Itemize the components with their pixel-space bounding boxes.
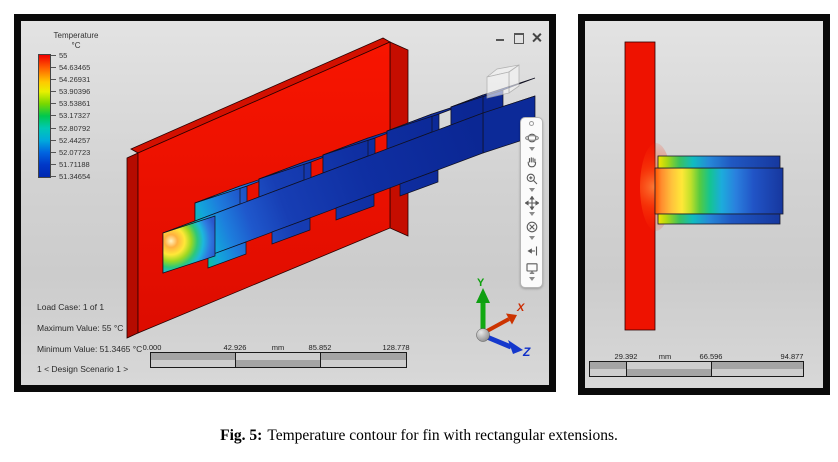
temperature-colorbar — [38, 54, 51, 178]
caret-down-icon[interactable] — [528, 236, 535, 240]
ruler-segment — [236, 360, 321, 367]
legend-tick: 53.17327 — [51, 111, 90, 120]
right-viewport: 29.392 mm 66.596 94.877 — [585, 21, 823, 388]
temperature-legend: Temperature °C 55 54.63465 54.26931 53.9… — [33, 31, 119, 181]
orbit-icon — [524, 133, 539, 142]
zoom-tool-button[interactable] — [522, 170, 541, 187]
fin-root-hotspot — [162, 215, 216, 274]
design-scenario-label: 1 < Design Scenario 1 > — [37, 364, 129, 374]
caret-down-icon[interactable] — [528, 212, 535, 216]
fin-side-body — [654, 155, 784, 225]
monitor-icon — [525, 262, 538, 274]
move-tool-button[interactable] — [522, 194, 541, 211]
close-icon[interactable] — [531, 32, 541, 42]
minimum-value-label: Minimum Value: 51.3465 °C — [37, 344, 143, 354]
figure-caption-number: Fig. 5: — [220, 427, 263, 444]
legend-tick: 54.26931 — [51, 75, 90, 84]
legend-tick-labels: 55 54.63465 54.26931 53.90396 53.53861 5… — [51, 51, 90, 181]
legend-tick: 53.53861 — [51, 99, 90, 108]
zoom-plus-icon — [526, 173, 537, 184]
ruler-segment — [590, 362, 627, 369]
caret-down-icon[interactable] — [528, 188, 535, 192]
ruler-segment — [151, 353, 236, 360]
window-controls — [495, 32, 541, 44]
legend-tick: 52.44257 — [51, 136, 90, 145]
ruler-label: 29.392 — [614, 352, 638, 361]
coordinate-triad: Y X Z — [476, 277, 531, 357]
ruler-label: 42.926 — [223, 343, 247, 352]
ruler-label: 0.000 — [142, 343, 162, 352]
z-axis-label: Z — [522, 345, 531, 357]
ruler-segment — [321, 353, 406, 360]
ruler-segment — [151, 360, 236, 367]
legend-tick: 54.63465 — [51, 63, 90, 72]
fin-body — [162, 77, 536, 274]
ruler-unit-label: mm — [658, 352, 672, 361]
figure-caption: Fig. 5: Temperature contour for fin with … — [0, 427, 838, 445]
move-arrows-icon — [524, 195, 539, 210]
legend-tick: 52.07723 — [51, 148, 90, 157]
fin-side-scene — [624, 41, 784, 331]
legend-title: Temperature — [53, 31, 99, 40]
left-viewport-panel: Temperature °C 55 54.63465 54.26931 53.9… — [14, 14, 556, 392]
ruler-label: 66.596 — [699, 352, 723, 361]
zoom-extents-tool-button[interactable] — [522, 218, 541, 235]
legend-tick: 52.80792 — [51, 124, 90, 133]
maximum-value-label: Maximum Value: 55 °C — [37, 323, 124, 333]
ruler-label: 128.778 — [382, 343, 410, 352]
caret-down-icon[interactable] — [528, 277, 535, 281]
legend-tick: 53.90396 — [51, 87, 90, 96]
orbit-tool-button[interactable] — [522, 129, 541, 146]
legend-tick: 51.71188 — [51, 160, 90, 169]
figure-caption-text: Temperature contour for fin with rectang… — [267, 427, 618, 444]
fit-view-tool-button[interactable] — [522, 242, 541, 259]
ruler-label: 85.852 — [308, 343, 332, 352]
fit-arrow-icon — [526, 246, 537, 255]
pan-tool-button[interactable] — [522, 153, 541, 170]
fin-3d-scene — [126, 37, 536, 339]
minimize-icon[interactable] — [495, 32, 505, 42]
legend-tick: 51.34654 — [51, 172, 90, 181]
view-cube[interactable] — [477, 55, 523, 103]
ruler-segment — [712, 362, 803, 369]
view-toolbar — [520, 117, 543, 288]
circle-x-icon — [526, 221, 537, 232]
left-viewport: Temperature °C 55 54.63465 54.26931 53.9… — [21, 21, 549, 385]
display-settings-tool-button[interactable] — [522, 259, 541, 276]
legend-tick: 55 — [51, 51, 90, 60]
ruler-unit-label: mm — [271, 343, 285, 352]
ruler-segment — [236, 353, 321, 360]
ruler-segment — [590, 369, 627, 376]
ruler-segment — [712, 369, 803, 376]
toolbar-grip[interactable] — [529, 121, 534, 126]
scale-ruler: 0.000 42.926 mm 85.852 128.778 — [143, 343, 410, 368]
y-axis-label: Y — [477, 277, 485, 289]
pan-hand-icon — [527, 156, 536, 167]
restore-window-icon[interactable] — [513, 32, 524, 44]
ruler-segment — [627, 362, 712, 369]
ruler-segment — [321, 360, 406, 367]
legend-unit: °C — [71, 41, 81, 50]
x-axis-label: X — [516, 302, 525, 314]
ruler-segment — [627, 369, 712, 376]
right-viewport-panel: 29.392 mm 66.596 94.877 — [578, 14, 830, 395]
caret-down-icon[interactable] — [528, 147, 535, 151]
ruler-label: 94.877 — [780, 352, 804, 361]
scale-ruler: 29.392 mm 66.596 94.877 — [589, 352, 804, 377]
load-case-label: Load Case: 1 of 1 — [37, 302, 105, 312]
